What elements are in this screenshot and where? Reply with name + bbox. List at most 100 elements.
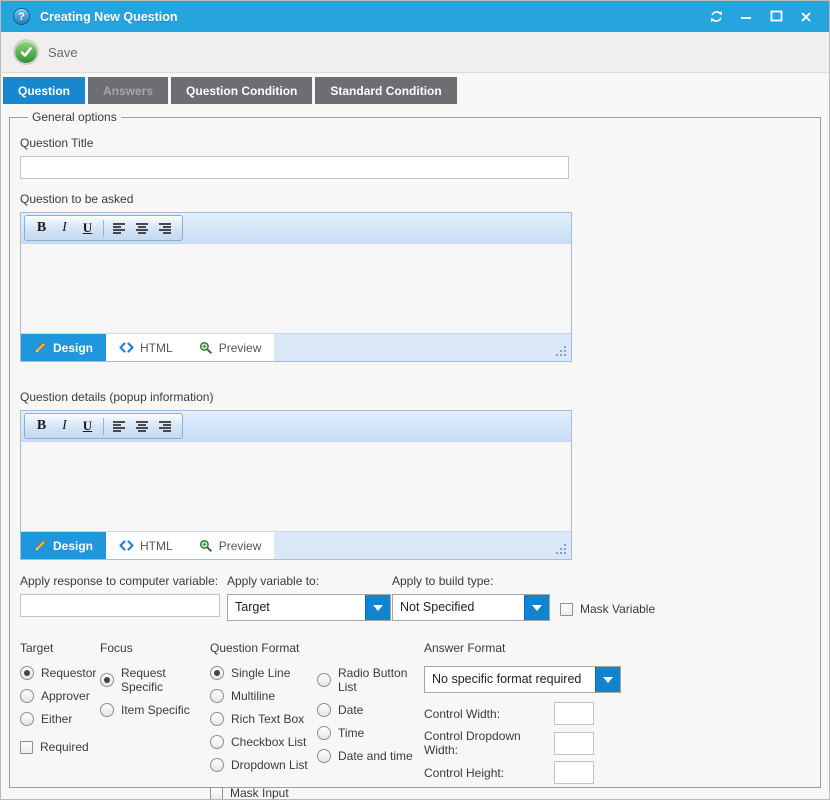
minimize-button[interactable]	[731, 5, 761, 29]
align-center-icon	[136, 420, 148, 432]
radio-item-specific[interactable]: Item Specific	[100, 703, 210, 717]
required-checkbox[interactable]	[20, 740, 33, 754]
italic-button[interactable]: I	[62, 418, 67, 433]
bold-button[interactable]: B	[36, 220, 47, 235]
apply-response-label: Apply response to computer variable:	[20, 574, 219, 588]
close-icon	[801, 11, 811, 22]
tab-question-condition[interactable]: Question Condition	[171, 77, 313, 104]
resize-grip[interactable]	[556, 544, 567, 555]
radio-date[interactable]: Date	[317, 703, 424, 717]
preview-tab-label: Preview	[218, 340, 262, 355]
control-width-input[interactable]	[554, 702, 594, 725]
groupbox-legend: General options	[32, 110, 117, 124]
save-button[interactable]: Save	[13, 39, 78, 65]
close-button[interactable]	[791, 5, 821, 29]
radio-icon[interactable]	[100, 703, 114, 717]
refresh-icon	[710, 11, 722, 22]
focus-heading: Focus	[100, 641, 133, 655]
radio-date-and-time[interactable]: Date and time	[317, 749, 424, 763]
radio-requestor[interactable]: Requestor	[20, 666, 100, 680]
radio-icon[interactable]	[20, 666, 34, 680]
radio-icon[interactable]	[317, 703, 331, 717]
apply-build-type-dropdown[interactable]: Not Specified	[392, 594, 550, 621]
apply-variable-to-value: Target	[235, 600, 270, 614]
radio-icon[interactable]	[100, 673, 114, 687]
radio-icon[interactable]	[210, 689, 224, 703]
editor-content-area[interactable]	[21, 441, 571, 532]
dropdown-button[interactable]	[524, 595, 549, 620]
underline-button[interactable]: U	[82, 418, 93, 433]
radio-approver[interactable]: Approver	[20, 689, 100, 703]
preview-tab-label: Preview	[218, 538, 262, 553]
question-details-label: Question details (popup information)	[20, 390, 214, 404]
radio-request-specific[interactable]: Request Specific	[100, 666, 210, 694]
bold-button[interactable]: B	[36, 418, 47, 433]
answer-format-dropdown[interactable]: No specific format required	[424, 666, 621, 693]
align-center-button[interactable]	[131, 415, 154, 437]
radio-dropdown-list[interactable]: Dropdown List	[210, 758, 317, 772]
question-format-heading: Question Format	[210, 641, 300, 655]
radio-either[interactable]: Either	[20, 712, 100, 726]
radio-icon[interactable]	[210, 758, 224, 772]
align-center-icon	[136, 222, 148, 234]
html-tab[interactable]: HTML	[106, 334, 186, 361]
radio-icon[interactable]	[317, 749, 331, 763]
chevron-down-icon	[532, 604, 542, 611]
dropdown-button[interactable]	[595, 667, 620, 692]
underline-button[interactable]: U	[82, 220, 93, 235]
control-height-input[interactable]	[554, 761, 594, 784]
radio-icon[interactable]	[210, 712, 224, 726]
control-width-row: Control Width:	[424, 702, 634, 725]
apply-response-input[interactable]	[20, 594, 220, 617]
preview-tab[interactable]: Preview	[186, 532, 275, 559]
apply-variable-to-dropdown[interactable]: Target	[227, 594, 391, 621]
toolbar: Save	[1, 32, 829, 73]
align-right-button[interactable]	[154, 217, 177, 239]
radio-label: Item Specific	[121, 703, 190, 717]
editor-content-area[interactable]	[21, 243, 571, 334]
design-tab[interactable]: Design	[21, 532, 107, 559]
tab-question[interactable]: Question	[3, 77, 86, 104]
radio-icon[interactable]	[20, 689, 34, 703]
maximize-button[interactable]	[761, 5, 791, 29]
align-right-button[interactable]	[154, 415, 177, 437]
options-columns: Target Requestor Approver Either Require…	[20, 641, 810, 799]
radio-icon[interactable]	[210, 735, 224, 749]
align-left-button[interactable]	[108, 217, 131, 239]
resize-grip[interactable]	[556, 346, 567, 357]
minimize-icon	[741, 16, 751, 19]
italic-button[interactable]: I	[62, 220, 67, 235]
radio-time[interactable]: Time	[317, 726, 424, 740]
align-left-button[interactable]	[108, 415, 131, 437]
radio-multiline[interactable]: Multiline	[210, 689, 317, 703]
mask-variable-checkbox[interactable]	[560, 602, 573, 616]
control-height-label: Control Height:	[424, 765, 505, 780]
control-width-label: Control Width:	[424, 706, 501, 721]
refresh-button[interactable]	[701, 5, 731, 29]
tab-standard-condition[interactable]: Standard Condition	[315, 77, 457, 104]
apply-variable-to-label: Apply variable to:	[227, 574, 320, 588]
radio-rich-text-box[interactable]: Rich Text Box	[210, 712, 317, 726]
design-tab-label: Design	[53, 538, 94, 553]
help-icon[interactable]: ?	[13, 8, 30, 25]
answer-format-value: No specific format required	[432, 672, 582, 686]
radio-icon[interactable]	[317, 726, 331, 740]
dropdown-button[interactable]	[365, 595, 390, 620]
mask-input-checkbox-row[interactable]: Mask Input	[210, 786, 317, 799]
control-dropdown-width-input[interactable]	[554, 731, 594, 755]
mask-variable-checkbox-row[interactable]: Mask Variable	[560, 602, 655, 616]
radio-checkbox-list[interactable]: Checkbox List	[210, 735, 317, 749]
required-checkbox-row[interactable]: Required	[20, 740, 100, 754]
align-center-button[interactable]	[131, 217, 154, 239]
tab-answers: Answers	[88, 77, 169, 104]
radio-radio-button-list[interactable]: Radio Button List	[317, 666, 424, 694]
question-title-input[interactable]	[20, 156, 569, 179]
radio-icon[interactable]	[317, 673, 331, 687]
radio-single-line[interactable]: Single Line	[210, 666, 317, 680]
design-tab[interactable]: Design	[21, 334, 107, 361]
radio-icon[interactable]	[20, 712, 34, 726]
mask-input-checkbox[interactable]	[210, 786, 223, 799]
html-tab[interactable]: HTML	[106, 532, 186, 559]
radio-icon[interactable]	[210, 666, 224, 680]
preview-tab[interactable]: Preview	[186, 334, 275, 361]
